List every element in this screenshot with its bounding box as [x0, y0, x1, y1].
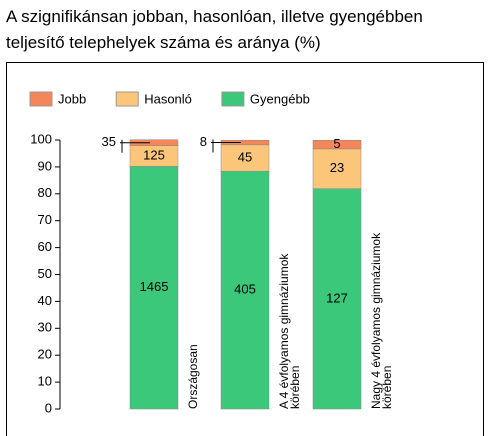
legend-label: Jobb	[58, 91, 86, 106]
y-tick-label: 100	[30, 131, 52, 146]
count-label: 5	[333, 136, 340, 151]
bar-segment	[312, 188, 362, 410]
count-label: 1465	[140, 279, 169, 294]
count-label: 8	[200, 134, 207, 149]
y-tick-label: 20	[38, 347, 52, 362]
count-label: 125	[143, 147, 165, 162]
y-tick-label: 80	[38, 185, 52, 200]
bar-segment	[129, 166, 179, 410]
legend-label: Gyengébb	[250, 91, 310, 106]
count-label: 23	[330, 160, 344, 175]
category-label: körében	[288, 366, 302, 409]
bar-segment	[220, 144, 270, 172]
count-label: 35	[102, 134, 116, 149]
category-label: Nagy 4 évfolyamos gimnáziumok	[369, 232, 383, 409]
legend-label: Hasonló	[144, 91, 192, 106]
bar-segment	[220, 170, 270, 410]
category-label: A 4 évfolyamos gimnáziumok	[277, 253, 291, 409]
y-tick-label: 50	[38, 266, 52, 281]
legend-swatch	[115, 91, 139, 107]
count-label: 45	[238, 149, 252, 164]
y-tick-label: 30	[38, 320, 52, 335]
legend-swatch	[221, 91, 245, 107]
legend-swatch	[29, 91, 53, 107]
category-label: Országosan	[186, 344, 200, 409]
y-tick-label: 60	[38, 239, 52, 254]
count-label: 127	[326, 290, 348, 305]
category-label: körében	[380, 366, 394, 409]
bar-segment	[312, 148, 362, 189]
y-tick-label: 0	[45, 400, 52, 415]
y-tick-label: 70	[38, 212, 52, 227]
bar-segment	[312, 140, 362, 150]
y-tick-label: 10	[38, 374, 52, 389]
chart-frame	[6, 62, 484, 436]
count-label: 405	[234, 282, 256, 297]
chart-title: A szignifikánsan jobban, hasonlóan, ille…	[6, 7, 423, 52]
y-tick-label: 90	[38, 158, 52, 173]
y-tick-label: 40	[38, 293, 52, 308]
